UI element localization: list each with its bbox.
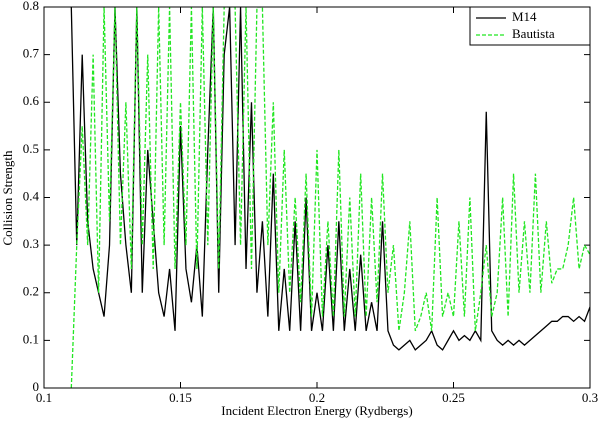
legend-label: M14 bbox=[512, 9, 537, 24]
x-tick-label: 0.25 bbox=[442, 390, 465, 405]
y-tick-label: 0 bbox=[33, 379, 40, 394]
legend-label: Bautista bbox=[512, 26, 555, 41]
y-tick-label: 0.5 bbox=[23, 141, 39, 156]
x-tick-label: 0.2 bbox=[309, 390, 325, 405]
plot-frame bbox=[43, 6, 591, 389]
series-line bbox=[70, 7, 590, 351]
x-tick-label: 0.3 bbox=[582, 390, 598, 405]
x-tick-label: 0.1 bbox=[36, 390, 52, 405]
legend-box bbox=[469, 6, 591, 46]
y-tick-label: 0.4 bbox=[23, 188, 40, 203]
series-line bbox=[70, 7, 590, 388]
y-tick-label: 0.2 bbox=[23, 284, 39, 299]
x-tick-label: 0.15 bbox=[169, 390, 192, 405]
y-tick-label: 0.1 bbox=[23, 331, 39, 346]
y-tick-label: 0.8 bbox=[23, 0, 39, 13]
y-axis-label: Collision Strength bbox=[0, 150, 15, 245]
x-axis-label: Incident Electron Energy (Rydbergs) bbox=[221, 403, 412, 418]
y-tick-label: 0.7 bbox=[23, 46, 40, 61]
y-tick-label: 0.6 bbox=[23, 93, 40, 108]
y-tick-label: 0.3 bbox=[23, 236, 39, 251]
